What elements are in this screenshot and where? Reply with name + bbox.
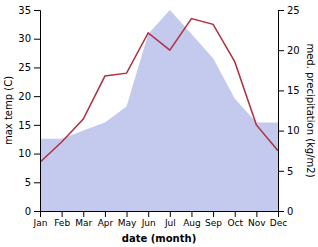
tick: 10 (18, 148, 40, 159)
tick-label: May (118, 218, 137, 228)
tick-mark (34, 211, 40, 212)
tick-label: Dec (270, 218, 287, 228)
tick-label: 20 (287, 45, 300, 56)
tick-mark (148, 211, 149, 217)
axis-line (41, 212, 279, 218)
tick-label: 10 (287, 125, 300, 136)
tick-label: 5 (25, 177, 31, 188)
y2-axis: 0 5 10 15 20 25 (278, 5, 300, 217)
tick: 5 (278, 166, 293, 177)
tick-mark (34, 182, 40, 183)
tick-mark (278, 211, 284, 212)
tick-mark (191, 211, 192, 217)
tick-label: Jan (33, 218, 48, 228)
tick-mark (170, 211, 171, 217)
tick-label: Apr (98, 218, 114, 228)
axis-line (34, 11, 41, 212)
tick: Sep (205, 211, 222, 228)
y2-axis-title: med. precipitation (kg/m2) (305, 43, 316, 177)
tick-label: Sep (205, 218, 222, 228)
tick: Jan (33, 211, 48, 228)
tick-label: 5 (287, 166, 293, 177)
tick-label: Jun (141, 218, 156, 228)
tick-label: 10 (18, 148, 31, 159)
tick: May (118, 211, 137, 228)
line (40, 19, 278, 163)
tick: 35 (18, 5, 40, 16)
tick: 0 (25, 206, 40, 217)
tick-label: 35 (18, 5, 31, 16)
tick-mark (235, 211, 236, 217)
tick: 25 (18, 62, 40, 73)
tick: 15 (18, 120, 40, 131)
tick-label: Feb (54, 218, 70, 228)
tick: Apr (98, 211, 114, 228)
tick-mark (278, 10, 284, 11)
tick: 5 (25, 177, 40, 188)
tick-mark (213, 211, 214, 217)
tick-mark (62, 211, 63, 217)
y-axis-title: max temp (C) (3, 76, 14, 145)
tick-label: 25 (287, 5, 300, 16)
tick: 0 (278, 206, 293, 217)
tick: Dec (270, 211, 287, 228)
tick-label: 30 (18, 33, 31, 44)
tick-mark (34, 67, 40, 68)
x-axis-title: date (month) (122, 233, 196, 244)
tick-mark (34, 154, 40, 155)
tick: 20 (278, 45, 300, 56)
tick-label: Jul (164, 218, 176, 228)
tick: Jul (164, 211, 176, 228)
area (40, 10, 278, 211)
tick: Oct (227, 211, 243, 228)
tick-label: Aug (183, 218, 201, 228)
plot: JanFebMarAprMayJunJulAugSepOctNovDec0510… (3, 5, 316, 244)
tick: 10 (278, 125, 300, 136)
tick-mark (34, 10, 40, 11)
tick-label: 15 (18, 120, 31, 131)
tick-mark (34, 96, 40, 97)
tick-mark (278, 50, 284, 51)
tick-mark (278, 171, 284, 172)
tick: 20 (18, 91, 40, 102)
tick: Mar (75, 211, 92, 228)
tick-label: Nov (248, 218, 266, 228)
tick-mark (34, 125, 40, 126)
tick-label: Oct (227, 218, 243, 228)
tick-mark (278, 90, 284, 91)
chart: JanFebMarAprMayJunJulAugSepOctNovDec0510… (0, 0, 318, 247)
tick: Jun (141, 211, 156, 228)
tick-label: 20 (18, 91, 31, 102)
x-axis: Jan Feb Mar Apr May Jun Jul Aug Sep Oct Nov Dec (33, 211, 288, 228)
tick: Nov (248, 211, 266, 228)
y-axis: 0 5 10 15 20 25 30 35 (18, 5, 40, 217)
tick-mark (34, 39, 40, 40)
tick: 25 (278, 5, 300, 16)
tick: Aug (183, 211, 201, 228)
tick-label: 0 (25, 206, 31, 217)
axis-line (279, 11, 285, 212)
tick: 30 (18, 33, 40, 44)
tick-mark (83, 211, 84, 217)
tick-mark (127, 211, 128, 217)
tick-mark (256, 211, 257, 217)
tick-mark (105, 211, 106, 217)
tick: Feb (54, 211, 70, 228)
tick-label: 15 (287, 85, 300, 96)
marks (40, 10, 278, 211)
tick-label: 25 (18, 62, 31, 73)
tick-label: Mar (75, 218, 92, 228)
tick-label: 0 (287, 206, 293, 217)
tick-mark (278, 131, 284, 132)
tick: 15 (278, 85, 300, 96)
